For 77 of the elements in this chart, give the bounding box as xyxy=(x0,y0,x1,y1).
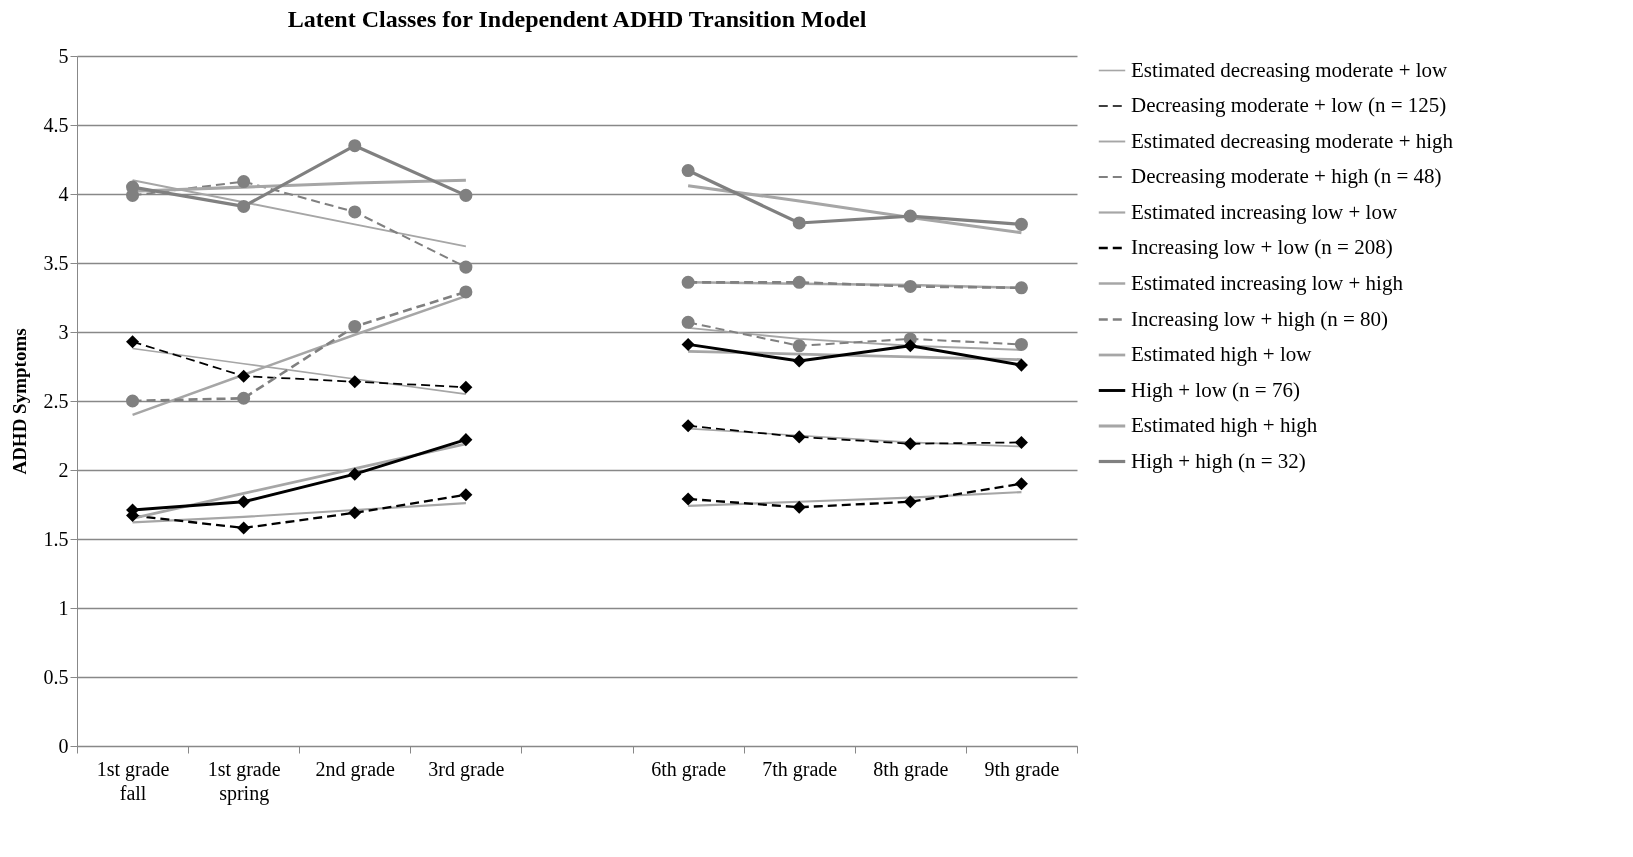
point xyxy=(792,354,806,368)
point xyxy=(348,375,362,389)
legend-label: Increasing low + low (n = 208) xyxy=(1131,235,1393,259)
legend-label: Increasing low + high (n = 80) xyxy=(1131,306,1388,331)
point xyxy=(348,139,362,153)
point xyxy=(1014,435,1028,449)
y-tick-label: 3 xyxy=(58,320,69,343)
point xyxy=(792,500,806,514)
point xyxy=(903,279,917,293)
point xyxy=(348,506,362,520)
point xyxy=(459,380,473,394)
x-tick-label: 3rd grade xyxy=(428,757,505,781)
point xyxy=(1014,337,1028,351)
point xyxy=(681,164,695,178)
legend-label: Estimated decreasing moderate + low xyxy=(1131,57,1449,82)
point xyxy=(459,285,473,299)
point xyxy=(681,315,695,329)
point xyxy=(237,521,251,535)
y-tick-label: 5 xyxy=(58,44,69,67)
x-tick-label: 1st grade fall xyxy=(96,757,170,804)
legend-label: Decreasing moderate + high (n = 48) xyxy=(1131,164,1442,188)
y-axis-title: ADHD Symptoms xyxy=(8,328,30,475)
point xyxy=(792,339,806,353)
legend-label: High + high (n = 32) xyxy=(1131,448,1306,473)
y-tick-label: 0 xyxy=(58,734,69,757)
y-tick-label: 4.5 xyxy=(43,113,69,136)
x-tick-label: 2nd grade xyxy=(315,757,396,781)
legend-label: Estimated increasing low + low xyxy=(1131,199,1398,224)
y-tick-label: 4 xyxy=(58,182,69,205)
point xyxy=(126,180,140,194)
point xyxy=(237,199,251,213)
legend-label: Decreasing moderate + low (n = 125) xyxy=(1131,93,1447,117)
point xyxy=(792,275,806,289)
x-tick-label: 8th grade xyxy=(873,757,949,781)
point xyxy=(126,394,140,408)
legend-label: Estimated high + high xyxy=(1131,413,1318,437)
point xyxy=(903,339,917,353)
point xyxy=(237,175,251,189)
point xyxy=(1014,217,1028,231)
x-tick-label: 1st grade spring xyxy=(207,757,281,805)
y-tick-label: 3.5 xyxy=(43,251,69,274)
x-tick-label: 6th grade xyxy=(651,757,727,781)
point xyxy=(903,437,917,451)
y-tick-label: 0.5 xyxy=(43,665,69,688)
legend-label: Estimated decreasing moderate + high xyxy=(1131,128,1454,153)
x-tick-label: 7th grade xyxy=(762,757,838,781)
point xyxy=(792,430,806,444)
legend-label: Estimated increasing low + high xyxy=(1131,270,1404,295)
point xyxy=(1014,477,1028,491)
point xyxy=(681,419,695,433)
chart-title: Latent Classes for Independent ADHD Transition Model xyxy=(287,6,867,32)
x-tick-label: 9th grade xyxy=(984,757,1060,781)
y-tick-label: 2.5 xyxy=(43,389,69,412)
point xyxy=(126,335,140,349)
point xyxy=(792,216,806,230)
y-tick-label: 2 xyxy=(58,458,69,481)
point xyxy=(1014,358,1028,372)
point xyxy=(681,275,695,289)
point xyxy=(459,433,473,447)
point xyxy=(459,488,473,502)
point xyxy=(348,319,362,333)
y-tick-label: 1 xyxy=(58,596,69,619)
legend-label: High + low (n = 76) xyxy=(1131,377,1300,402)
point xyxy=(348,467,362,481)
point xyxy=(1014,281,1028,295)
point xyxy=(903,209,917,223)
point xyxy=(681,492,695,506)
point xyxy=(459,188,473,202)
legend-label: Estimated high + low xyxy=(1131,342,1313,366)
point xyxy=(237,495,251,509)
point xyxy=(237,369,251,383)
y-tick-label: 1.5 xyxy=(43,527,69,550)
point xyxy=(681,337,695,351)
point xyxy=(237,391,251,405)
point xyxy=(903,495,917,509)
point xyxy=(348,205,362,219)
point xyxy=(459,260,473,274)
